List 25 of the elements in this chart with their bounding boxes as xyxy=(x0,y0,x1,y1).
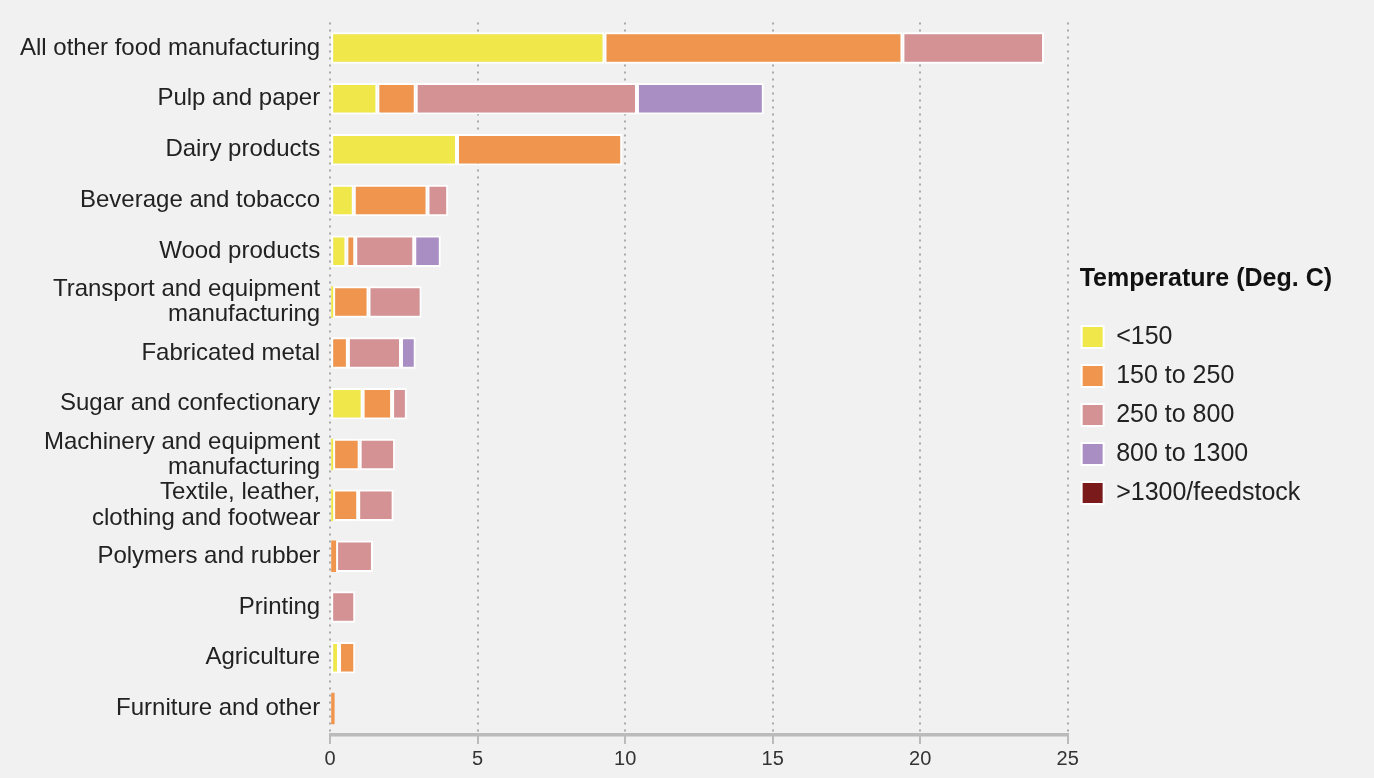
y-tick-label: Agriculture xyxy=(205,642,321,670)
legend-title: Temperature (Deg. C) xyxy=(1079,262,1332,291)
y-tick-label: Furniture and other xyxy=(116,693,321,721)
y-tick-label: Pulp and paper xyxy=(157,83,321,111)
x-tick-label: 25 xyxy=(1056,746,1079,769)
legend-label: 150 to 250 xyxy=(1116,359,1235,388)
y-tick-label: Transport and equipment manufacturing xyxy=(52,274,321,327)
y-tick-label: Wood products xyxy=(159,235,321,263)
y-tick-label: Dairy products xyxy=(165,134,321,162)
y-tick-label: All other food manufacturing xyxy=(19,32,321,60)
x-tick-label: 15 xyxy=(761,746,784,769)
x-tick-label: 0 xyxy=(324,746,336,769)
x-tick-label: 10 xyxy=(614,746,637,769)
y-tick-label: Polymers and rubber xyxy=(97,540,321,568)
legend-label: 800 to 1300 xyxy=(1116,437,1249,466)
legend-label: 250 to 800 xyxy=(1116,398,1235,427)
y-tick-label: Beverage and tobacco xyxy=(79,185,321,213)
y-tick-label: Fabricated metal xyxy=(141,337,321,365)
y-tick-label: Sugar and confectionary xyxy=(60,388,321,416)
y-tick-label: Machinery and equipment manufacturing xyxy=(44,426,321,479)
x-tick-label: 20 xyxy=(909,746,932,769)
legend-label: >1300/feedstock xyxy=(1116,476,1301,505)
x-tick-label: 5 xyxy=(472,746,484,769)
legend-label: <150 xyxy=(1116,320,1173,349)
y-tick-label: Printing xyxy=(238,591,321,619)
